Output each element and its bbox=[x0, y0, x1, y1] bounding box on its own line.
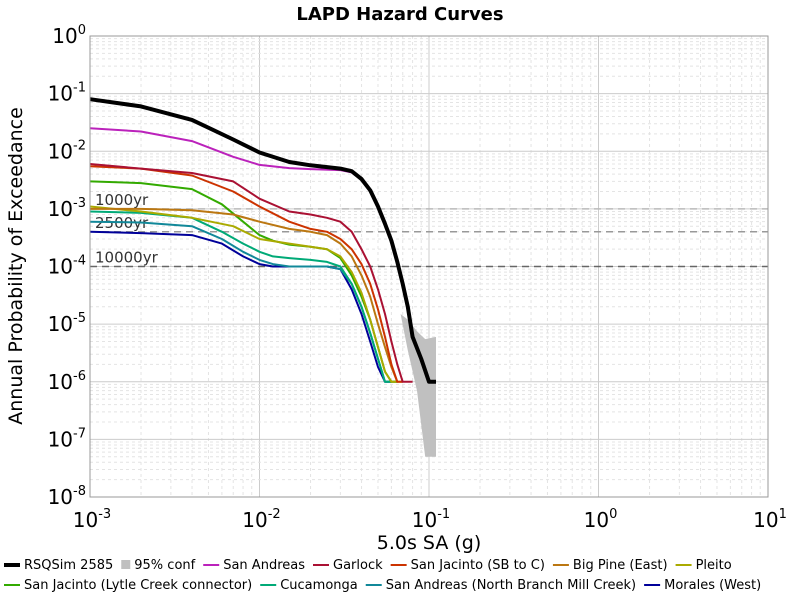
y-axis-label: Annual Probability of Exceedance bbox=[5, 107, 27, 425]
plot-frame bbox=[89, 35, 769, 498]
tick-label: 10-1 bbox=[48, 81, 86, 106]
series-line bbox=[89, 210, 392, 383]
tick-label: 10-8 bbox=[48, 484, 86, 509]
series-layer bbox=[89, 97, 436, 384]
legend-label: San Andreas (North Branch Mill Creek) bbox=[386, 578, 636, 593]
reference-line-label: 10000yr bbox=[95, 249, 159, 267]
legend-label: Big Pine (East) bbox=[573, 558, 668, 573]
tick-label: 10-3 bbox=[48, 196, 86, 221]
legend-label: Pleito bbox=[696, 558, 732, 573]
x-axis-label: 5.0s SA (g) bbox=[377, 532, 482, 554]
series-line bbox=[89, 220, 398, 383]
tick-label: 10-3 bbox=[73, 507, 111, 532]
series-line bbox=[89, 205, 398, 383]
y-tick-labels: 100 10-1 10-2 10-3 10-4 10-5 10-6 10-7 10-8 bbox=[48, 23, 86, 509]
legend-label: Morales (West) bbox=[664, 578, 761, 593]
tick-label: 101 bbox=[753, 507, 787, 532]
legend-label: RSQSim 2585 bbox=[24, 558, 113, 573]
tick-label: 10-7 bbox=[48, 426, 86, 451]
tick-label: 10-6 bbox=[48, 369, 86, 394]
legend-swatch bbox=[121, 560, 131, 569]
reference-line-label: 1000yr bbox=[95, 191, 149, 209]
legend-label: 95% conf bbox=[134, 558, 195, 573]
legend-label: San Jacinto (Lytle Creek connector) bbox=[24, 578, 252, 593]
series-line bbox=[89, 97, 436, 384]
tick-label: 10-2 bbox=[48, 138, 86, 163]
series-line bbox=[89, 163, 413, 383]
confidence-band bbox=[400, 314, 436, 457]
tick-label: 100 bbox=[584, 507, 618, 532]
legend-label: Cucamonga bbox=[280, 578, 358, 593]
tick-label: 10-1 bbox=[412, 507, 450, 532]
legend-label: San Andreas bbox=[223, 558, 305, 573]
tick-label: 10-5 bbox=[48, 311, 86, 336]
legend-label: San Jacinto (SB to C) bbox=[411, 558, 545, 573]
chart-title: LAPD Hazard Curves bbox=[296, 4, 503, 25]
legend: RSQSim 2585 95% conf San Andreas Garlock San… bbox=[4, 558, 761, 593]
x-tick-labels: 10-3 10-2 10-1 100 101 bbox=[73, 507, 787, 532]
confidence-band-layer bbox=[400, 314, 436, 457]
legend-label: Garlock bbox=[333, 558, 383, 573]
series-line bbox=[90, 207, 403, 383]
tick-label: 100 bbox=[52, 23, 86, 48]
series-line bbox=[89, 165, 403, 383]
tick-label: 10-2 bbox=[242, 507, 280, 532]
tick-label: 10-4 bbox=[48, 254, 86, 279]
